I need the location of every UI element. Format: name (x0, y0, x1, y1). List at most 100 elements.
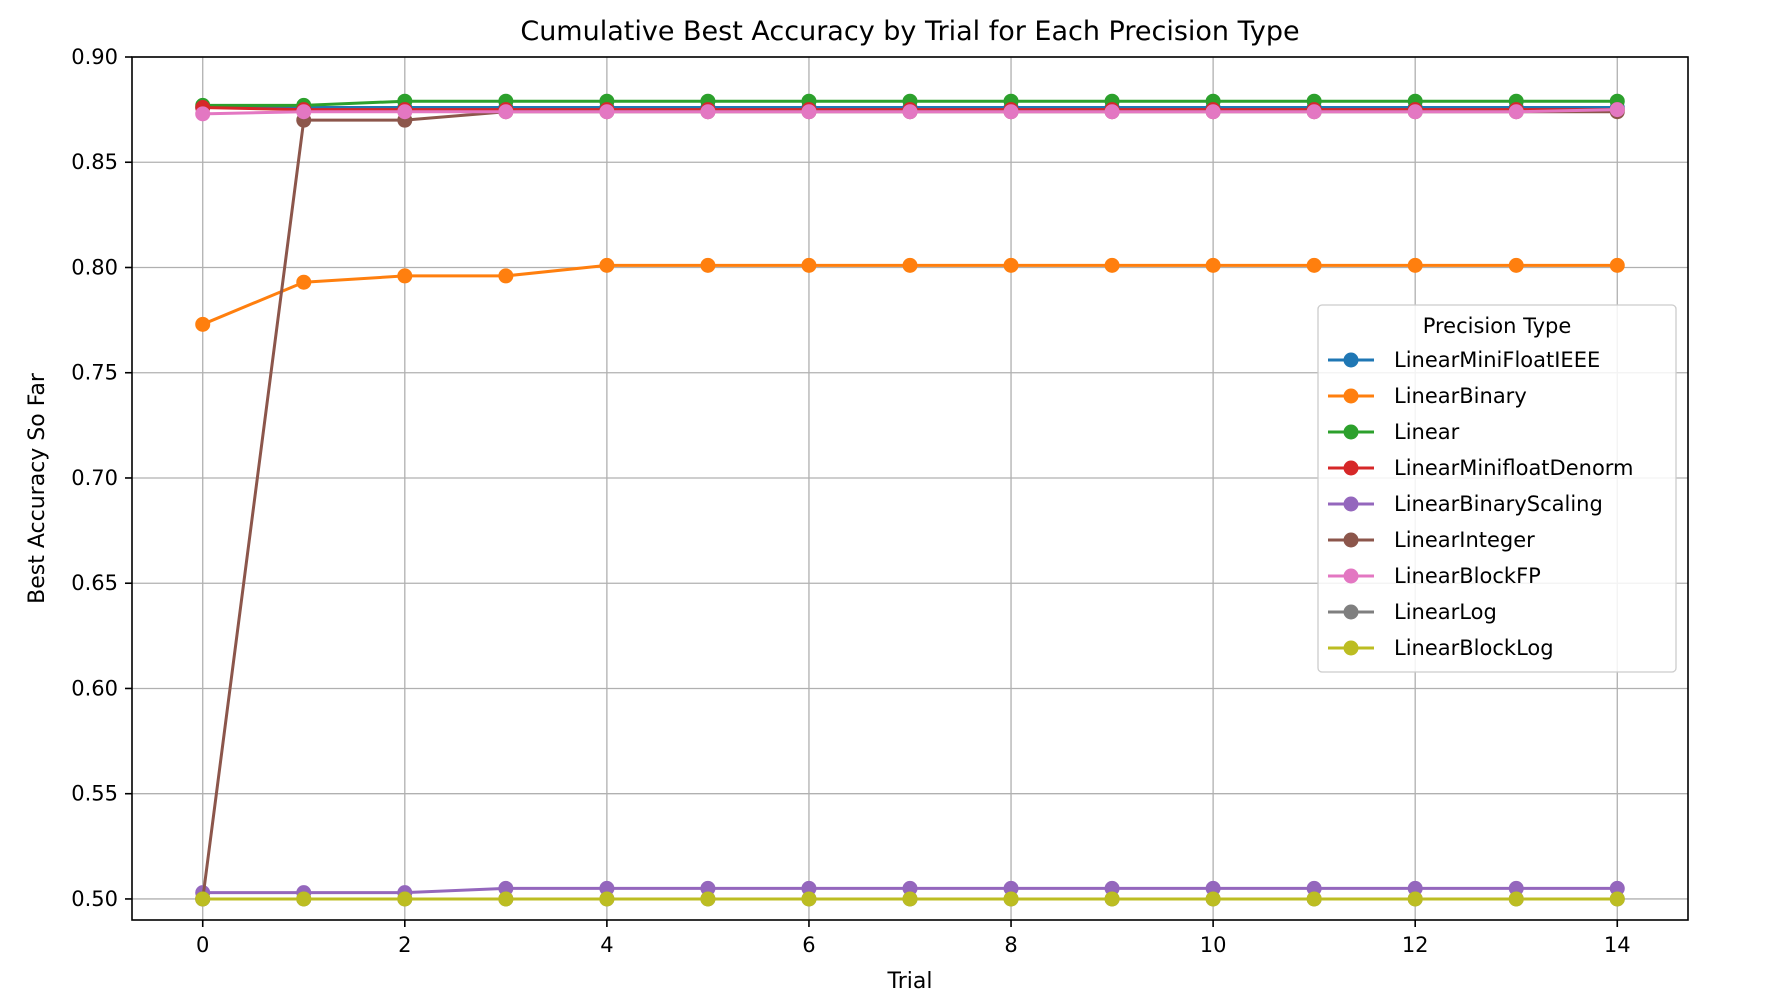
series-LinearBlockLog (195, 891, 1625, 907)
legend-item: LinearBinaryScaling (1328, 492, 1603, 516)
x-tick-label: 4 (600, 933, 613, 957)
legend-item: LinearBlockLog (1328, 636, 1554, 660)
data-point (1508, 104, 1524, 120)
legend-label: LinearLog (1394, 600, 1497, 624)
data-point (296, 104, 312, 120)
y-tick-label: 0.70 (71, 466, 118, 490)
data-point (1205, 104, 1221, 120)
data-point (902, 891, 918, 907)
data-point (902, 880, 918, 896)
data-point (599, 880, 615, 896)
data-point (1609, 102, 1625, 118)
data-point (397, 104, 413, 120)
series-LinearBlockFP (195, 102, 1625, 122)
y-tick-label: 0.90 (71, 45, 118, 69)
data-point (599, 257, 615, 273)
legend-marker (1343, 532, 1359, 548)
y-axis-label: Best Accuracy So Far (25, 372, 50, 604)
legend-item: LinearMiniFloatIEEE (1328, 348, 1600, 372)
legend-item: Linear (1328, 420, 1460, 444)
chart-title: Cumulative Best Accuracy by Trial for Ea… (520, 16, 1299, 47)
legend-item: LinearInteger (1328, 528, 1535, 552)
y-tick-label: 0.65 (71, 571, 118, 595)
data-point (498, 891, 514, 907)
legend-marker (1343, 604, 1359, 620)
data-point (599, 891, 615, 907)
data-point (1003, 891, 1019, 907)
data-point (1306, 891, 1322, 907)
legend-label: LinearBinary (1394, 384, 1527, 408)
legend-marker (1343, 424, 1359, 440)
y-tick-label: 0.50 (71, 887, 118, 911)
data-point (1407, 880, 1423, 896)
x-axis-label: Trial (887, 969, 933, 994)
y-tick-label: 0.80 (71, 255, 118, 279)
data-point (1306, 880, 1322, 896)
data-point (1104, 880, 1120, 896)
data-point (1104, 104, 1120, 120)
legend-label: LinearMinifloatDenorm (1394, 456, 1634, 480)
x-tick-label: 8 (1004, 933, 1017, 957)
legend-label: LinearInteger (1394, 528, 1535, 552)
x-tick-label: 10 (1200, 933, 1227, 957)
legend-title: Precision Type (1423, 314, 1572, 338)
data-point (296, 891, 312, 907)
x-tick-label: 6 (802, 933, 815, 957)
data-point (1306, 257, 1322, 273)
legend-label: LinearBinaryScaling (1394, 492, 1603, 516)
legend-marker (1343, 388, 1359, 404)
data-point (902, 104, 918, 120)
data-point (1609, 880, 1625, 896)
legend-marker (1343, 640, 1359, 656)
data-point (700, 891, 716, 907)
data-point (902, 257, 918, 273)
series-LinearBinaryScaling (195, 880, 1625, 901)
y-tick-label: 0.60 (71, 676, 118, 700)
data-point (1508, 891, 1524, 907)
data-point (498, 880, 514, 896)
legend-label: LinearMiniFloatIEEE (1394, 348, 1600, 372)
data-point (1104, 257, 1120, 273)
legend-label: LinearBlockFP (1394, 564, 1541, 588)
data-point (1508, 257, 1524, 273)
axis-ticks: 0 2 4 6 8 10 12 14 0.50 0.55 0.60 0.65 0.70 0.75 0.80 0… (71, 45, 1630, 957)
data-point (801, 257, 817, 273)
x-tick-label: 2 (398, 933, 411, 957)
data-point (801, 891, 817, 907)
data-point (700, 104, 716, 120)
data-point (195, 316, 211, 332)
data-point (801, 880, 817, 896)
data-point (1609, 257, 1625, 273)
y-tick-label: 0.55 (71, 782, 118, 806)
legend: Precision Type LinearMiniFloatIEEE Linear… (1317, 304, 1677, 673)
legend-item: LinearBinary (1328, 384, 1527, 408)
data-point (1508, 880, 1524, 896)
data-point (1003, 104, 1019, 120)
data-point (1003, 257, 1019, 273)
data-point (599, 104, 615, 120)
data-point (700, 257, 716, 273)
x-tick-label: 14 (1604, 933, 1631, 957)
data-point (397, 891, 413, 907)
data-point (801, 104, 817, 120)
data-point (1407, 257, 1423, 273)
legend-marker (1343, 352, 1359, 368)
data-point (1407, 104, 1423, 120)
data-point (1205, 880, 1221, 896)
data-point (1104, 891, 1120, 907)
data-point (1205, 257, 1221, 273)
legend-item: LinearMinifloatDenorm (1328, 456, 1634, 480)
series-layer (195, 93, 1625, 907)
legend-label: LinearBlockLog (1394, 636, 1554, 660)
data-point (1205, 891, 1221, 907)
x-tick-label: 0 (196, 933, 209, 957)
legend-item: LinearLog (1328, 600, 1497, 624)
data-point (1306, 104, 1322, 120)
data-point (195, 891, 211, 907)
x-tick-label: 12 (1402, 933, 1429, 957)
y-tick-label: 0.75 (71, 361, 118, 385)
data-point (195, 106, 211, 122)
data-point (296, 274, 312, 290)
data-point (397, 268, 413, 284)
